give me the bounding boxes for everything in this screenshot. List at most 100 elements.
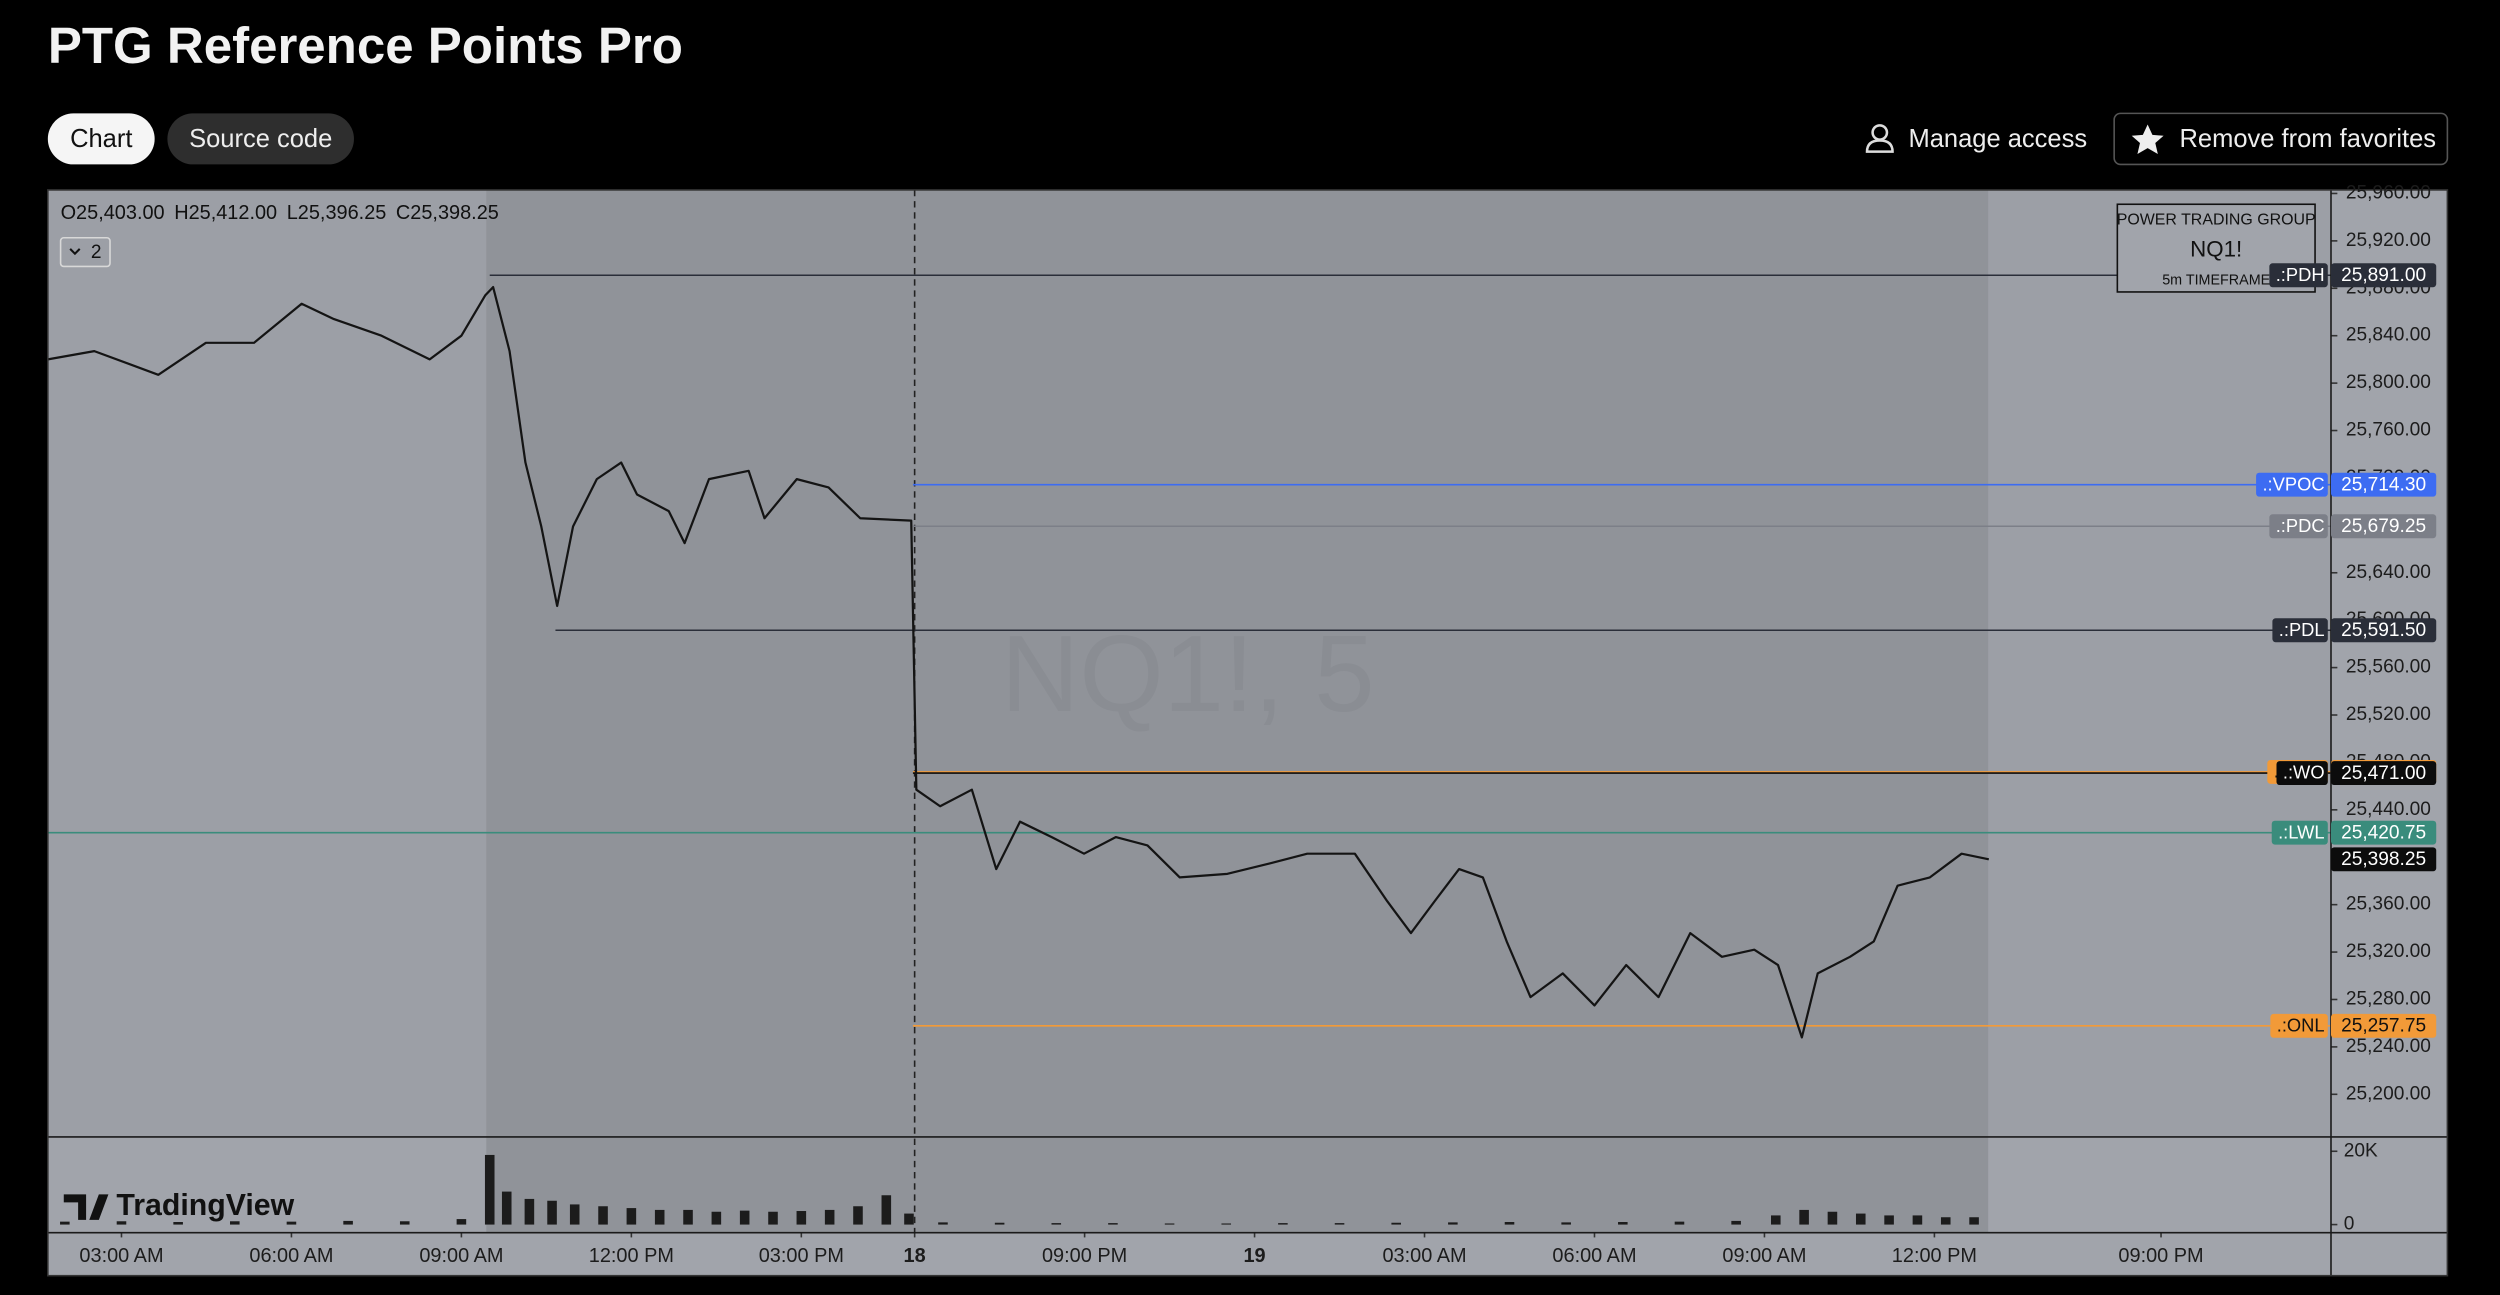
volume-bar	[173, 1222, 183, 1225]
volume-bar	[994, 1222, 1005, 1225]
volume-bar	[1051, 1223, 1062, 1225]
volume-bar	[938, 1222, 948, 1225]
tab-source[interactable]	[167, 113, 354, 165]
info-box-timeframe: 5m TIMEFRAME	[2162, 273, 2270, 289]
x-tick-label: 06:00 AM	[249, 1245, 333, 1267]
volume-bar	[1618, 1222, 1628, 1225]
tab-chart[interactable]	[47, 113, 155, 165]
level-name: .:LWL	[2278, 821, 2325, 842]
chevron	[69, 248, 81, 256]
ohlc-value: O25,403.00	[61, 202, 165, 224]
level-value-box	[2330, 761, 2437, 786]
level-name: .:PDH	[2276, 264, 2325, 285]
price-line	[47, 285, 1990, 1039]
chart-border	[47, 189, 2449, 1277]
volume-bar	[343, 1220, 353, 1225]
y-tick-label: 25,240.00	[2346, 1036, 2431, 1057]
y-tick-label: 25,640.00	[2346, 562, 2431, 583]
volume-bar	[230, 1221, 240, 1225]
volume-bar	[1448, 1222, 1458, 1225]
watermark: NQ1!, 5	[1001, 613, 1375, 734]
x-tick-label: 06:00 AM	[1552, 1245, 1636, 1267]
last-price-label: 25,398.25	[2341, 849, 2426, 870]
volume-bar	[853, 1206, 863, 1225]
y-tick-label: 25,560.00	[2346, 657, 2431, 678]
indicator-toggle[interactable]	[59, 236, 111, 268]
y-tick-label: 25,960.00	[2346, 183, 2431, 204]
favorites-button[interactable]	[2113, 112, 2449, 166]
tab-chart-label[interactable]: Chart	[70, 125, 132, 153]
x-tick-label: 09:00 AM	[1722, 1245, 1806, 1267]
tab-source-label[interactable]: Source code	[189, 125, 332, 153]
y-tick-label: 25,200.00	[2346, 1083, 2431, 1104]
x-tick-label: 03:00 AM	[79, 1245, 163, 1267]
level-name-box	[2269, 514, 2328, 539]
x-tick-label: 12:00 PM	[589, 1245, 674, 1267]
y-tick-label: 25,360.00	[2346, 894, 2431, 915]
volume-bar	[484, 1154, 495, 1225]
level-value-box	[2330, 514, 2437, 539]
x-tick-label: 18	[904, 1245, 926, 1267]
volume-bar	[1164, 1223, 1175, 1225]
volume-bar	[598, 1206, 608, 1225]
ohlc-value: H25,412.00	[174, 202, 277, 224]
volume-bar	[768, 1211, 778, 1225]
volume-bar	[1969, 1217, 1979, 1225]
page-title: PTG Reference Points Pro	[48, 17, 683, 74]
level-name-box	[2272, 618, 2328, 643]
volume-bar	[711, 1211, 722, 1225]
volume-bar	[399, 1221, 410, 1225]
level-name-box	[2270, 1013, 2328, 1038]
last-price-box	[2330, 847, 2437, 872]
level-value: 25,257.75	[2341, 1016, 2426, 1037]
volume-bar	[547, 1200, 557, 1225]
volume-bar	[1504, 1222, 1515, 1225]
volume-bar	[654, 1209, 665, 1225]
volume-bar	[626, 1208, 637, 1225]
volume-bar	[456, 1219, 467, 1225]
y-tick-label: 25,920.00	[2346, 230, 2431, 251]
level-value: 25,420.75	[2341, 822, 2426, 843]
level-name: .:WO	[2283, 762, 2325, 783]
brand-logo: TradingView	[63, 1189, 295, 1222]
volume-bar	[1108, 1223, 1118, 1225]
volume-bar	[1855, 1213, 1866, 1225]
level-value-box	[2330, 820, 2437, 845]
volume-bar	[683, 1209, 693, 1225]
level-value: 25,591.50	[2341, 620, 2426, 641]
level-name-box	[2276, 761, 2328, 786]
manage-access[interactable]: Manage access	[1865, 124, 2087, 153]
y-tick-label: 25,840.00	[2346, 325, 2431, 346]
volume-bar	[501, 1191, 512, 1225]
indicator-count[interactable]: 2	[91, 242, 102, 263]
level-value: 25,714.30	[2341, 475, 2426, 496]
ohlc-value: C25,398.25	[396, 202, 499, 224]
volume-bar	[1561, 1222, 1571, 1225]
y-tick-label: 25,800.00	[2346, 372, 2431, 393]
x-tick-label: 09:00 PM	[1042, 1245, 1127, 1267]
volume-bar	[1912, 1215, 1923, 1225]
volume-bar	[1731, 1220, 1741, 1225]
volume-bar	[286, 1221, 297, 1225]
volume-bar	[881, 1195, 892, 1225]
volume-bar	[1940, 1217, 1951, 1225]
favorites-label[interactable]: Remove from favorites	[2180, 125, 2437, 153]
x-tick-label: 19	[1243, 1245, 1265, 1267]
label-layer: 25,200.00 25,240.00 25,280.00 25,320.00 25,3…	[79, 183, 2437, 1267]
x-tick-label: 12:00 PM	[1892, 1245, 1977, 1267]
level-value: 25,471.00	[2341, 763, 2426, 784]
brand-icon	[63, 1194, 109, 1220]
volume-bar	[116, 1221, 127, 1225]
level-value: 25,891.00	[2341, 265, 2426, 286]
x-tick-label: 03:00 AM	[1382, 1245, 1466, 1267]
level-value-box	[2330, 1013, 2437, 1038]
volume-bar	[1334, 1223, 1345, 1225]
volume-bar	[1278, 1223, 1288, 1225]
manage-access-label[interactable]: Manage access	[1908, 125, 2087, 153]
info-box-symbol: NQ1!	[2190, 236, 2242, 261]
volume-bar	[1884, 1215, 1894, 1225]
volume-bar	[1799, 1209, 1809, 1225]
volume-bar	[1827, 1211, 1838, 1225]
